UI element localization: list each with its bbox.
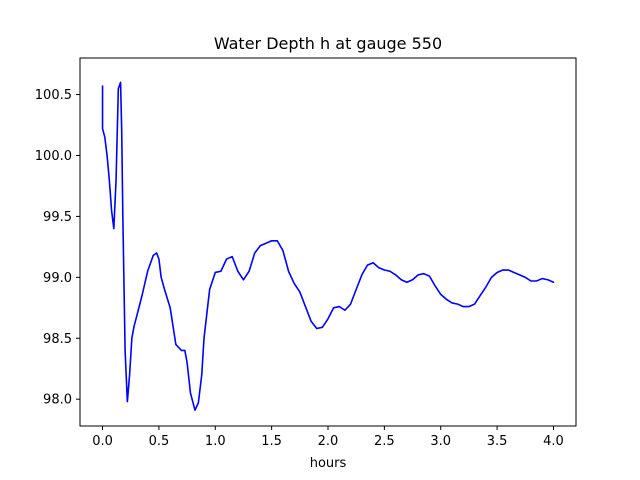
plot-area — [80, 58, 576, 426]
y-tick-label: 98.5 — [43, 332, 72, 347]
x-tick-label: 1.5 — [261, 434, 282, 449]
plot-frame — [79, 57, 577, 427]
x-tick-label: 3.5 — [487, 434, 508, 449]
y-tick-label: 99.5 — [43, 210, 72, 225]
x-axis-ticks: 0.0 0.5 1.0 1.5 2.0 2.5 3.0 3.5 4.0 — [92, 426, 564, 449]
y-tick-label: 98.0 — [43, 393, 72, 408]
series-layer — [101, 81, 555, 411]
y-tick-label: 100.0 — [35, 149, 72, 164]
y-tick-label: 100.5 — [35, 88, 72, 103]
x-tick-label: 3.0 — [430, 434, 451, 449]
series-line — [101, 81, 555, 411]
x-tick-label: 1.0 — [205, 434, 226, 449]
x-axis-label: hours — [310, 456, 347, 471]
x-tick-label: 2.0 — [318, 434, 339, 449]
x-tick-label: 2.5 — [374, 434, 395, 449]
x-tick-label: 0.5 — [149, 434, 170, 449]
chart-title: Water Depth h at gauge 550 — [214, 34, 442, 53]
x-tick-label: 0.0 — [92, 434, 113, 449]
x-tick-label: 4.0 — [543, 434, 564, 449]
y-axis-ticks: 98.0 98.5 99.0 99.5 100.0 100.5 — [35, 88, 80, 408]
y-tick-label: 99.0 — [43, 271, 72, 286]
